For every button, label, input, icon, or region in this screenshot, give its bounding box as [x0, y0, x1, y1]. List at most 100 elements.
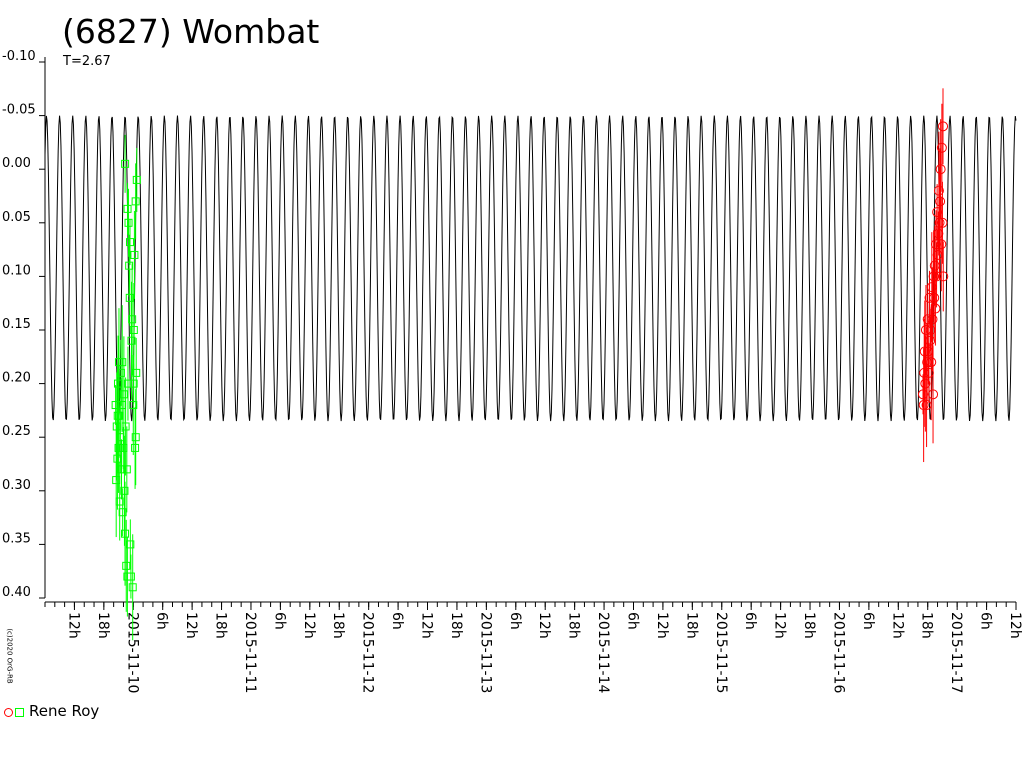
- data-point-square: [120, 486, 129, 495]
- lightcurve-plot: -0.10 -0.05 0.00 0.05 0.10 0.15 0.20 0.25 0.30 0.…: [2, 49, 1023, 693]
- x-tick-label: 6h: [860, 612, 876, 630]
- data-point-square: [118, 508, 127, 517]
- data-point-square: [113, 411, 122, 420]
- data-point-circle: [937, 217, 948, 228]
- x-axis: 12h 18h 2015-11-10 6h 12h 18h 2015-11-11 6h 12h 1…: [44, 601, 1023, 693]
- data-point-circle: [936, 142, 947, 153]
- x-tick-label: 2015-11-17: [948, 612, 964, 693]
- data-point-square: [128, 315, 137, 324]
- x-tick-label: 18h: [448, 612, 464, 639]
- data-point-circle: [926, 357, 937, 368]
- x-tick-label: 12h: [419, 612, 435, 639]
- y-tick-label: 0.10: [2, 263, 31, 278]
- chart-title: (6827) Wombat: [62, 12, 320, 51]
- data-point-circle: [929, 292, 940, 303]
- model-curve: [44, 115, 1017, 422]
- x-tick-label: 18h: [801, 612, 817, 639]
- data-point-square: [119, 390, 128, 399]
- x-tick-label: 12h: [183, 612, 199, 639]
- x-tick-label: 6h: [624, 612, 640, 630]
- x-tick-label: 18h: [213, 612, 229, 639]
- data-point-square: [132, 175, 141, 184]
- data-point-square: [126, 238, 135, 247]
- data-point-square: [123, 204, 132, 213]
- legend: Rene Roy: [4, 702, 99, 720]
- x-tick-label: 2015-11-10: [124, 612, 140, 693]
- data-point-circle: [928, 389, 939, 400]
- data-point-circle: [930, 303, 941, 314]
- data-point-square: [121, 159, 130, 168]
- y-tick-label: 0.30: [2, 478, 31, 493]
- data-point-square: [132, 368, 141, 377]
- data-point-square: [131, 197, 140, 206]
- data-point-circle: [934, 217, 945, 228]
- series-square: [111, 134, 141, 641]
- data-series-layer: [111, 88, 949, 641]
- data-point-square: [114, 358, 123, 367]
- x-tick-label: 6h: [389, 612, 405, 630]
- y-tick-label: 0.05: [2, 210, 31, 225]
- data-point-circle: [935, 164, 946, 175]
- x-tick-label: 18h: [919, 612, 935, 639]
- data-point-circle: [927, 314, 938, 325]
- data-point-square: [125, 261, 134, 270]
- model-curve-layer: [44, 115, 1017, 422]
- x-tick-label: 18h: [330, 612, 346, 639]
- data-point-square: [115, 497, 124, 506]
- y-tick-label: -0.10: [2, 49, 36, 64]
- x-tick-label: 12h: [536, 612, 552, 639]
- data-point-square: [124, 218, 133, 227]
- data-point-square: [121, 529, 130, 538]
- x-tick-label: 12h: [772, 612, 788, 639]
- x-tick-label: 6h: [507, 612, 523, 630]
- y-tick-label: -0.05: [2, 103, 36, 118]
- data-point-square: [127, 336, 136, 345]
- legend-square-marker: [15, 707, 24, 717]
- data-point-square: [128, 583, 137, 592]
- data-point-square: [114, 443, 123, 452]
- series-circle: [917, 88, 949, 463]
- x-tick-label: 2015-11-13: [477, 612, 493, 693]
- x-tick-label: 12h: [65, 612, 81, 639]
- data-point-circle: [938, 271, 949, 282]
- data-point-square: [131, 433, 140, 442]
- y-tick-label: 0.25: [2, 424, 31, 439]
- x-tick-label: 12h: [654, 612, 670, 639]
- x-tick-label: 2015-11-15: [713, 612, 729, 693]
- data-point-square: [117, 465, 126, 474]
- data-point-circle: [938, 121, 949, 132]
- data-point-circle: [936, 239, 947, 250]
- data-point-square: [129, 379, 138, 388]
- y-tick-label: 0.00: [2, 156, 31, 171]
- legend-label: Rene Roy: [29, 702, 100, 720]
- y-tick-label: 0.20: [2, 371, 31, 386]
- data-point-circle: [935, 196, 946, 207]
- x-tick-label: 6h: [154, 612, 170, 630]
- data-point-square: [122, 561, 131, 570]
- data-point-circle: [920, 378, 931, 389]
- x-tick-label: 18h: [95, 612, 111, 639]
- data-point-square: [126, 572, 135, 581]
- x-tick-label: 2015-11-14: [595, 612, 611, 693]
- data-point-circle: [918, 400, 929, 411]
- data-point-square: [125, 293, 134, 302]
- x-tick-label: 2015-11-11: [242, 612, 258, 693]
- legend-circle-marker: [4, 707, 13, 717]
- data-point-square: [126, 540, 135, 549]
- period-label: T=2.67: [63, 54, 111, 69]
- data-point-square: [122, 465, 131, 474]
- y-axis: -0.10 -0.05 0.00 0.05 0.10 0.15 0.20 0.25 0.30 0.…: [2, 49, 46, 600]
- y-tick-label: 0.40: [2, 585, 31, 600]
- x-tick-label: 6h: [978, 612, 994, 630]
- x-tick-label: 18h: [683, 612, 699, 639]
- x-tick-label: 6h: [271, 612, 287, 630]
- x-tick-label: 12h: [889, 612, 905, 639]
- data-point-square: [121, 422, 130, 431]
- x-tick-label: 2015-11-16: [830, 612, 846, 693]
- data-point-square: [129, 326, 138, 334]
- x-tick-label: 2015-11-12: [360, 612, 376, 693]
- x-tick-label: 18h: [566, 612, 582, 639]
- y-tick-label: 0.15: [2, 317, 31, 332]
- x-tick-label: 6h: [742, 612, 758, 630]
- data-point-square: [130, 250, 139, 259]
